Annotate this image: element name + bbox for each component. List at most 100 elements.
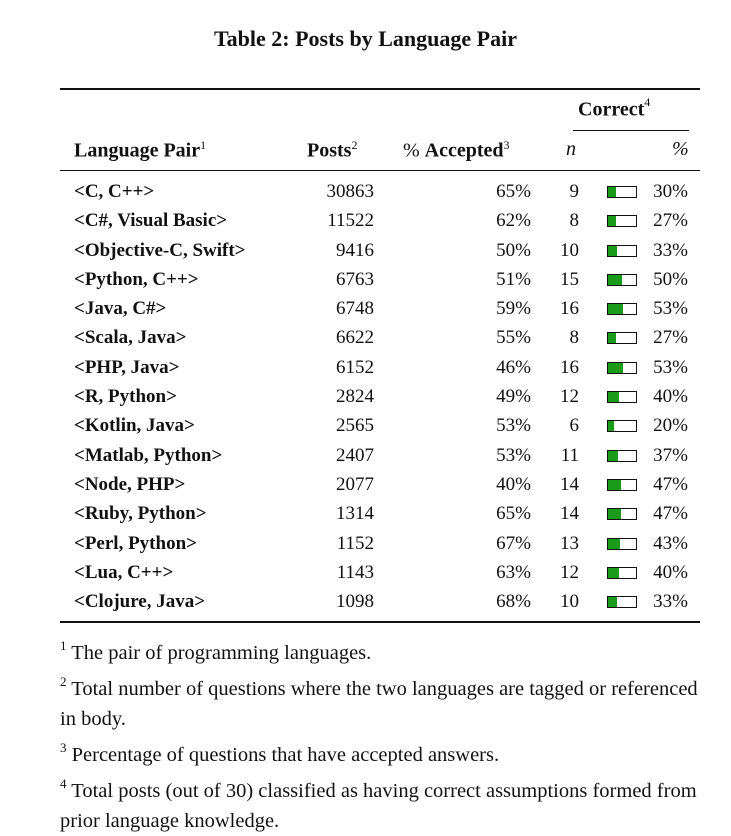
- cell-correct-pct: 37%: [653, 444, 688, 466]
- top-rule: [60, 88, 700, 90]
- cell-correct-n: 10: [560, 591, 579, 613]
- table-row: <Clojure, Java> 1098 68% 10 33%: [60, 587, 700, 616]
- correct-progress-bar: [607, 537, 637, 550]
- cell-posts: 2824: [336, 386, 374, 408]
- table-row: <Scala, Java> 6622 55% 8 27%: [60, 323, 700, 352]
- correct-group-header: Correct4: [578, 95, 650, 122]
- cell-correct-pct: 47%: [653, 503, 688, 525]
- cell-language-pair: <Ruby, Python>: [74, 503, 207, 525]
- correct-progress-bar: [607, 244, 637, 257]
- footnote-mark: 2: [60, 674, 67, 690]
- correct-progress-bar: [607, 186, 637, 198]
- cell-language-pair: <Scala, Java>: [74, 327, 187, 349]
- cell-accepted: 55%: [496, 327, 531, 349]
- cell-posts: 11522: [327, 210, 374, 232]
- cell-posts: 2407: [336, 444, 374, 466]
- cell-posts: 9416: [336, 239, 374, 261]
- cell-correct-pct: 33%: [653, 239, 688, 261]
- cell-correct-n: 11: [560, 444, 579, 466]
- cell-language-pair: <Java, C#>: [74, 298, 167, 320]
- correct-progress-bar: [607, 273, 637, 286]
- table-row: <Ruby, Python> 1314 65% 14 47%: [60, 499, 700, 528]
- cell-correct-n: 9: [569, 181, 580, 202]
- correct-progress-bar: [607, 478, 637, 491]
- cell-accepted: 50%: [496, 239, 531, 261]
- table-row: <C, C++> 30863 65% 9 30%: [60, 177, 700, 206]
- correct-progress-bar: [607, 566, 637, 579]
- correct-progress-bar: [607, 596, 637, 609]
- cell-accepted: 51%: [496, 268, 531, 290]
- cell-accepted: 65%: [496, 181, 531, 202]
- cell-correct-pct: 50%: [653, 268, 688, 290]
- cell-posts: 1098: [336, 591, 374, 613]
- footnote-text: The pair of programming languages.: [71, 641, 372, 664]
- cell-language-pair: <Matlab, Python>: [74, 444, 223, 466]
- footnote-mark: 1: [60, 638, 67, 653]
- cell-language-pair: <R, Python>: [74, 386, 177, 408]
- header-rule: [60, 170, 700, 171]
- cell-language-pair: <C, C++>: [74, 181, 155, 202]
- correct-progress-bar: [607, 449, 637, 462]
- cell-language-pair: <Kotlin, Java>: [74, 415, 195, 437]
- cell-correct-n: 6: [569, 415, 580, 437]
- footnote-text: Percentage of questions that have accept…: [71, 743, 500, 766]
- header-accepted: % Accepted3: [403, 138, 510, 163]
- correct-progress-bar: [607, 391, 637, 404]
- header-correct-pct: %: [672, 138, 689, 160]
- correct-progress-fill: [608, 304, 623, 315]
- cell-posts: 1314: [336, 503, 374, 525]
- cell-accepted: 65%: [496, 503, 531, 525]
- table-caption: Table 2: Posts by Language Pair: [214, 26, 517, 51]
- cell-correct-pct: 20%: [653, 415, 688, 437]
- cell-correct-n: 16: [560, 356, 579, 378]
- table-row: <Objective-C, Swift> 9416 50% 10 33%: [60, 236, 700, 265]
- footnote-4: 4 Total posts (out of 30) classified as …: [60, 770, 705, 836]
- cell-correct-pct: 53%: [653, 298, 688, 320]
- correct-progress-fill: [608, 597, 618, 608]
- header-posts-footnote: 2: [351, 138, 358, 152]
- cell-correct-pct: 40%: [653, 386, 688, 408]
- header-posts: Posts2: [307, 138, 357, 163]
- correct-group-rule: [573, 130, 689, 131]
- table-row: <R, Python> 2824 49% 12 40%: [60, 382, 700, 411]
- header-language-pair-label: Language Pair: [74, 139, 201, 162]
- cell-accepted: 62%: [496, 210, 531, 232]
- cell-language-pair: <Lua, C++>: [74, 561, 174, 583]
- footnote-mark: 3: [60, 740, 67, 756]
- cell-correct-n: 14: [560, 473, 579, 495]
- header-accepted-pct: %: [403, 139, 420, 162]
- cell-accepted: 40%: [496, 473, 531, 495]
- correct-progress-fill: [608, 333, 616, 344]
- cell-language-pair: <Python, C++>: [74, 268, 199, 290]
- cell-correct-n: 15: [560, 268, 579, 290]
- cell-correct-pct: 47%: [653, 473, 688, 495]
- correct-progress-fill: [608, 274, 622, 285]
- header-n: n: [566, 138, 576, 160]
- correct-progress-fill: [608, 216, 616, 227]
- cell-correct-pct: 33%: [653, 591, 688, 613]
- correct-header-label: Correct: [578, 98, 645, 121]
- cell-language-pair: <Perl, Python>: [74, 532, 197, 554]
- cell-language-pair: <Clojure, Java>: [74, 591, 206, 613]
- cell-posts: 1143: [336, 561, 374, 583]
- cell-language-pair: <PHP, Java>: [74, 356, 180, 378]
- table-row: <Matlab, Python> 2407 53% 11 37%: [60, 441, 700, 470]
- cell-accepted: 63%: [496, 561, 531, 583]
- cell-correct-pct: 27%: [653, 210, 688, 232]
- footnote-mark: 4: [60, 776, 67, 792]
- cell-accepted: 46%: [496, 356, 531, 378]
- cell-posts: 6763: [336, 268, 374, 290]
- cell-accepted: 49%: [496, 386, 531, 408]
- table-row: <Perl, Python> 1152 67% 13 43%: [60, 529, 700, 558]
- footnote-2: 2 Total number of questions where the tw…: [60, 668, 705, 734]
- cell-language-pair: <Node, PHP>: [74, 473, 186, 495]
- header-posts-label: Posts: [307, 139, 352, 162]
- footnote-1: 1 The pair of programming languages.: [60, 632, 705, 668]
- correct-progress-fill: [608, 421, 614, 432]
- cell-posts: 2077: [336, 473, 374, 495]
- cell-correct-n: 13: [560, 532, 579, 554]
- cell-correct-n: 8: [569, 327, 580, 349]
- cell-correct-n: 12: [560, 386, 579, 408]
- cell-accepted: 53%: [496, 444, 531, 466]
- correct-progress-fill: [608, 187, 617, 197]
